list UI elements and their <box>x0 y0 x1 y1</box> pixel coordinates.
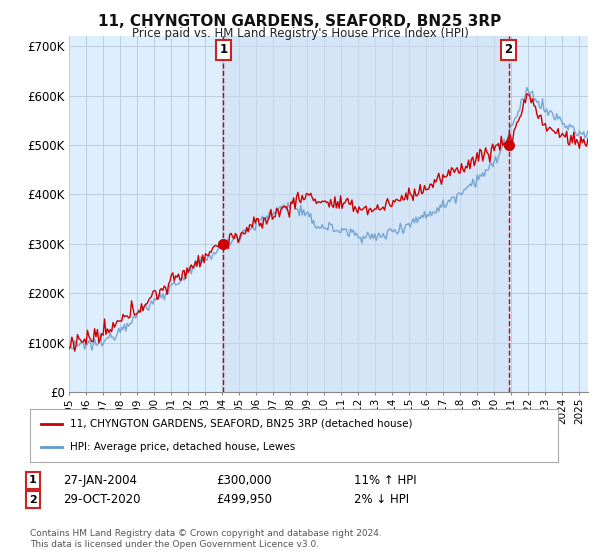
Bar <box>223 36 509 392</box>
Text: Price paid vs. HM Land Registry's House Price Index (HPI): Price paid vs. HM Land Registry's House … <box>131 27 469 40</box>
Text: £300,000: £300,000 <box>216 474 271 487</box>
Text: HPI: Average price, detached house, Lewes: HPI: Average price, detached house, Lewe… <box>70 442 295 452</box>
Text: 27-JAN-2004: 27-JAN-2004 <box>63 474 137 487</box>
Text: 11% ↑ HPI: 11% ↑ HPI <box>354 474 416 487</box>
Text: 1: 1 <box>219 43 227 56</box>
Text: 11, CHYNGTON GARDENS, SEAFORD, BN25 3RP (detached house): 11, CHYNGTON GARDENS, SEAFORD, BN25 3RP … <box>70 419 412 429</box>
Text: 29-OCT-2020: 29-OCT-2020 <box>63 493 140 506</box>
Text: 2: 2 <box>505 43 512 56</box>
Text: 11, CHYNGTON GARDENS, SEAFORD, BN25 3RP: 11, CHYNGTON GARDENS, SEAFORD, BN25 3RP <box>98 14 502 29</box>
Text: Contains HM Land Registry data © Crown copyright and database right 2024.
This d: Contains HM Land Registry data © Crown c… <box>30 529 382 549</box>
Text: 2% ↓ HPI: 2% ↓ HPI <box>354 493 409 506</box>
Text: £499,950: £499,950 <box>216 493 272 506</box>
Text: 2: 2 <box>29 494 37 505</box>
Text: 1: 1 <box>29 475 37 486</box>
